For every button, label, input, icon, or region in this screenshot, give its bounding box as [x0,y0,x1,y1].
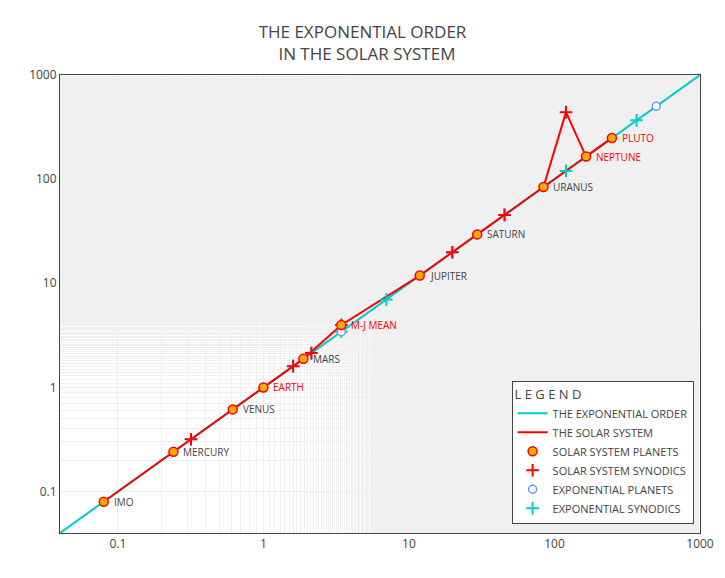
svg-text:SATURN: SATURN [487,227,525,241]
svg-text:JUPITER: JUPITER [430,269,467,283]
svg-text:0.1: 0.1 [109,535,126,552]
svg-text:URANUS: URANUS [553,180,593,194]
svg-text:EARTH: EARTH [273,380,304,394]
svg-text:0.1: 0.1 [40,483,57,500]
svg-text:100: 100 [544,535,565,552]
svg-text:MARS: MARS [313,352,340,366]
svg-text:VENUS: VENUS [243,402,275,416]
svg-text:L E G E N D: L E G E N D [515,385,582,403]
svg-text:SOLAR SYSTEM PLANETS: SOLAR SYSTEM PLANETS [553,444,679,459]
svg-text:10: 10 [402,535,416,552]
svg-text:1: 1 [50,379,57,396]
svg-text:IMO: IMO [114,495,134,509]
svg-text:MERCURY: MERCURY [183,445,229,459]
svg-text:M-J MEAN: M-J MEAN [351,318,397,332]
svg-text:PLUTO: PLUTO [622,131,654,145]
svg-text:SOLAR SYSTEM SYNODICS: SOLAR SYSTEM SYNODICS [553,463,686,478]
svg-text:NEPTUNE: NEPTUNE [596,150,641,164]
svg-text:100: 100 [36,170,57,187]
svg-text:1: 1 [260,535,267,552]
svg-text:EXPONENTIAL SYNODICS: EXPONENTIAL SYNODICS [553,501,681,516]
svg-text:1000: 1000 [29,66,57,83]
svg-text:1000: 1000 [686,535,714,552]
svg-text:THE EXPONENTIAL ORDER: THE EXPONENTIAL ORDER [553,406,688,421]
svg-text:THE SOLAR SYSTEM: THE SOLAR SYSTEM [553,425,653,440]
svg-text:10: 10 [43,274,57,291]
svg-text:EXPONENTIAL PLANETS: EXPONENTIAL PLANETS [553,482,674,497]
svg-text:THE EXPONENTIAL ORDER IN THE: THE EXPONENTIAL ORDER IN THE SOLAR SYSTE… [259,20,467,65]
